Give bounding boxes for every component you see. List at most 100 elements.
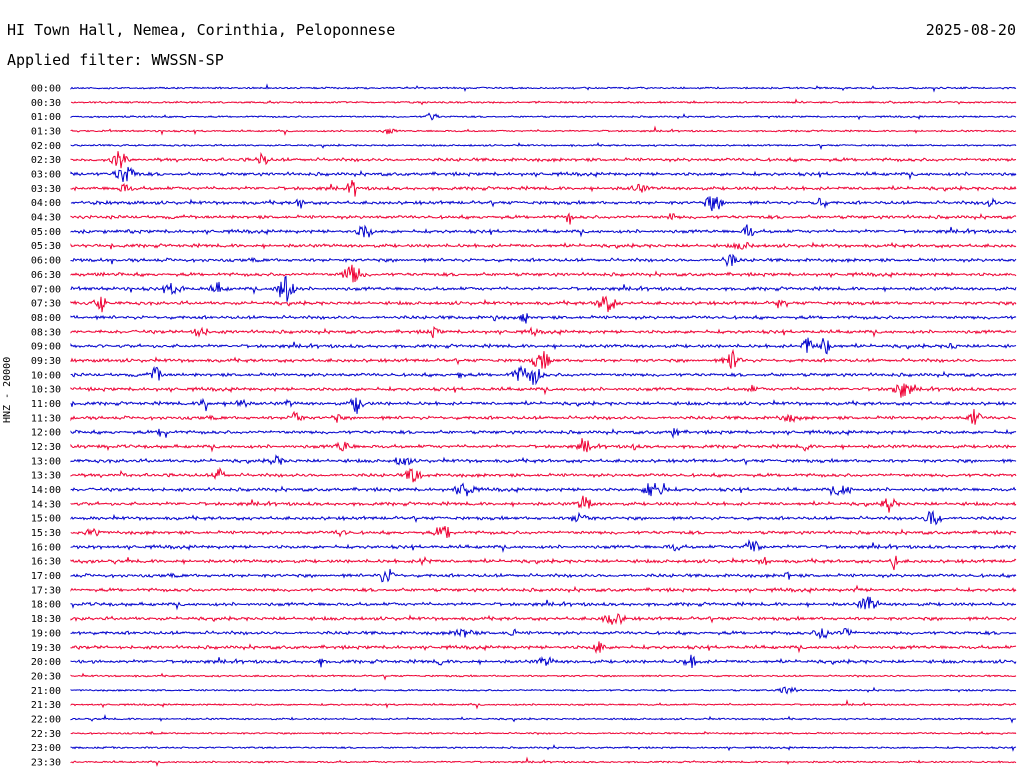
row-time-label: 10:00 xyxy=(31,370,61,381)
station-title: HI Town Hall, Nemea, Corinthia, Peloponn… xyxy=(7,21,396,39)
trace-line xyxy=(70,438,1017,453)
row-time-label: 13:30 xyxy=(31,471,61,482)
trace-line xyxy=(70,482,1017,497)
row-time-label: 11:00 xyxy=(31,399,61,410)
trace-line xyxy=(70,112,1017,121)
row-time-label: 06:30 xyxy=(31,270,61,281)
trace-line xyxy=(70,264,1017,283)
row-time-label: 04:30 xyxy=(31,213,61,224)
trace-line xyxy=(70,510,1017,526)
row-time-label: 18:30 xyxy=(31,614,61,625)
trace-line xyxy=(70,641,1017,655)
row-time-label: 17:00 xyxy=(31,571,61,582)
trace-line xyxy=(70,125,1017,136)
row-time-label: 20:30 xyxy=(31,671,61,682)
trace-line xyxy=(70,427,1017,439)
trace-line xyxy=(70,180,1017,197)
row-time-label: 07:30 xyxy=(31,299,61,310)
row-time-label: 08:00 xyxy=(31,313,61,324)
row-time-label: 18:00 xyxy=(31,600,61,611)
row-time-label: 23:30 xyxy=(31,758,61,769)
trace-line xyxy=(70,212,1017,225)
trace-line xyxy=(70,141,1017,151)
trace-line xyxy=(70,166,1017,182)
trace-line xyxy=(70,596,1017,611)
row-time-label: 03:30 xyxy=(31,184,61,195)
row-time-label: 16:30 xyxy=(31,557,61,568)
trace-line xyxy=(70,454,1017,466)
trace-line xyxy=(70,730,1017,736)
row-time-label: 02:00 xyxy=(31,141,61,152)
trace-line xyxy=(70,151,1017,169)
row-time-label: 12:30 xyxy=(31,442,61,453)
row-time-label: 15:00 xyxy=(31,514,61,525)
trace-line xyxy=(70,698,1017,710)
trace-line xyxy=(70,714,1017,724)
trace-line xyxy=(70,409,1017,425)
row-time-label: 10:30 xyxy=(31,385,61,396)
row-time-label: 03:00 xyxy=(31,170,61,181)
trace-line xyxy=(70,313,1017,324)
trace-line xyxy=(70,495,1017,513)
row-time-label: 11:30 xyxy=(31,413,61,424)
trace-line xyxy=(70,98,1017,106)
row-time-label: 19:00 xyxy=(31,628,61,639)
row-time-label: 02:30 xyxy=(31,155,61,166)
row-time-label: 14:30 xyxy=(31,499,61,510)
trace-line xyxy=(70,348,1016,369)
row-time-label: 21:30 xyxy=(31,700,61,711)
trace-line xyxy=(70,383,1017,398)
trace-line xyxy=(70,224,1017,238)
trace-line xyxy=(70,627,1017,640)
row-time-label: 12:00 xyxy=(31,428,61,439)
trace-line xyxy=(70,538,1017,554)
trace-line xyxy=(70,397,1017,414)
row-time-label: 16:00 xyxy=(31,542,61,553)
filter-label: Applied filter: WWSSN-SP xyxy=(7,51,224,69)
trace-line xyxy=(70,756,1017,767)
row-time-label: 05:30 xyxy=(31,241,61,252)
trace-line xyxy=(70,467,1017,483)
row-time-label: 04:00 xyxy=(31,198,61,209)
trace-line xyxy=(70,326,1017,339)
row-time-label: 13:00 xyxy=(31,456,61,467)
trace-line xyxy=(70,568,1017,583)
date-label: 2025-08-20 xyxy=(925,21,1016,39)
row-time-label: 01:00 xyxy=(31,112,61,123)
row-time-label: 19:30 xyxy=(31,643,61,654)
trace-line xyxy=(70,365,1017,386)
row-time-label: 01:30 xyxy=(31,127,61,138)
trace-line xyxy=(70,295,1017,313)
row-time-label: 09:30 xyxy=(31,356,61,367)
trace-line xyxy=(70,253,1017,268)
row-time-label: 23:00 xyxy=(31,743,61,754)
trace-line xyxy=(70,337,1017,355)
trace-line xyxy=(70,672,1017,681)
row-time-label: 06:00 xyxy=(31,256,61,267)
trace-line xyxy=(70,525,1017,538)
row-time-label: 00:30 xyxy=(31,98,61,109)
row-time-label: 17:30 xyxy=(31,585,61,596)
trace-line xyxy=(70,196,1017,212)
row-time-label: 08:30 xyxy=(31,327,61,338)
trace-line xyxy=(70,654,1017,668)
row-time-label: 20:00 xyxy=(31,657,61,668)
trace-line xyxy=(70,555,1017,571)
row-time-label: 22:30 xyxy=(31,729,61,740)
trace-line xyxy=(70,241,1017,250)
row-time-label: 14:00 xyxy=(31,485,61,496)
row-time-label: 22:00 xyxy=(31,715,61,726)
row-time-label: 07:00 xyxy=(31,284,61,295)
trace-line xyxy=(70,613,1017,626)
trace-line xyxy=(70,686,1017,695)
trace-line xyxy=(70,275,1017,302)
row-time-label: 05:00 xyxy=(31,227,61,238)
row-time-label: 09:00 xyxy=(31,342,61,353)
trace-line xyxy=(70,83,1017,93)
trace-line xyxy=(70,584,1017,594)
row-time-label: 21:00 xyxy=(31,686,61,697)
row-time-label: 00:00 xyxy=(31,84,61,95)
row-time-label: 15:30 xyxy=(31,528,61,539)
trace-line xyxy=(70,744,1017,752)
